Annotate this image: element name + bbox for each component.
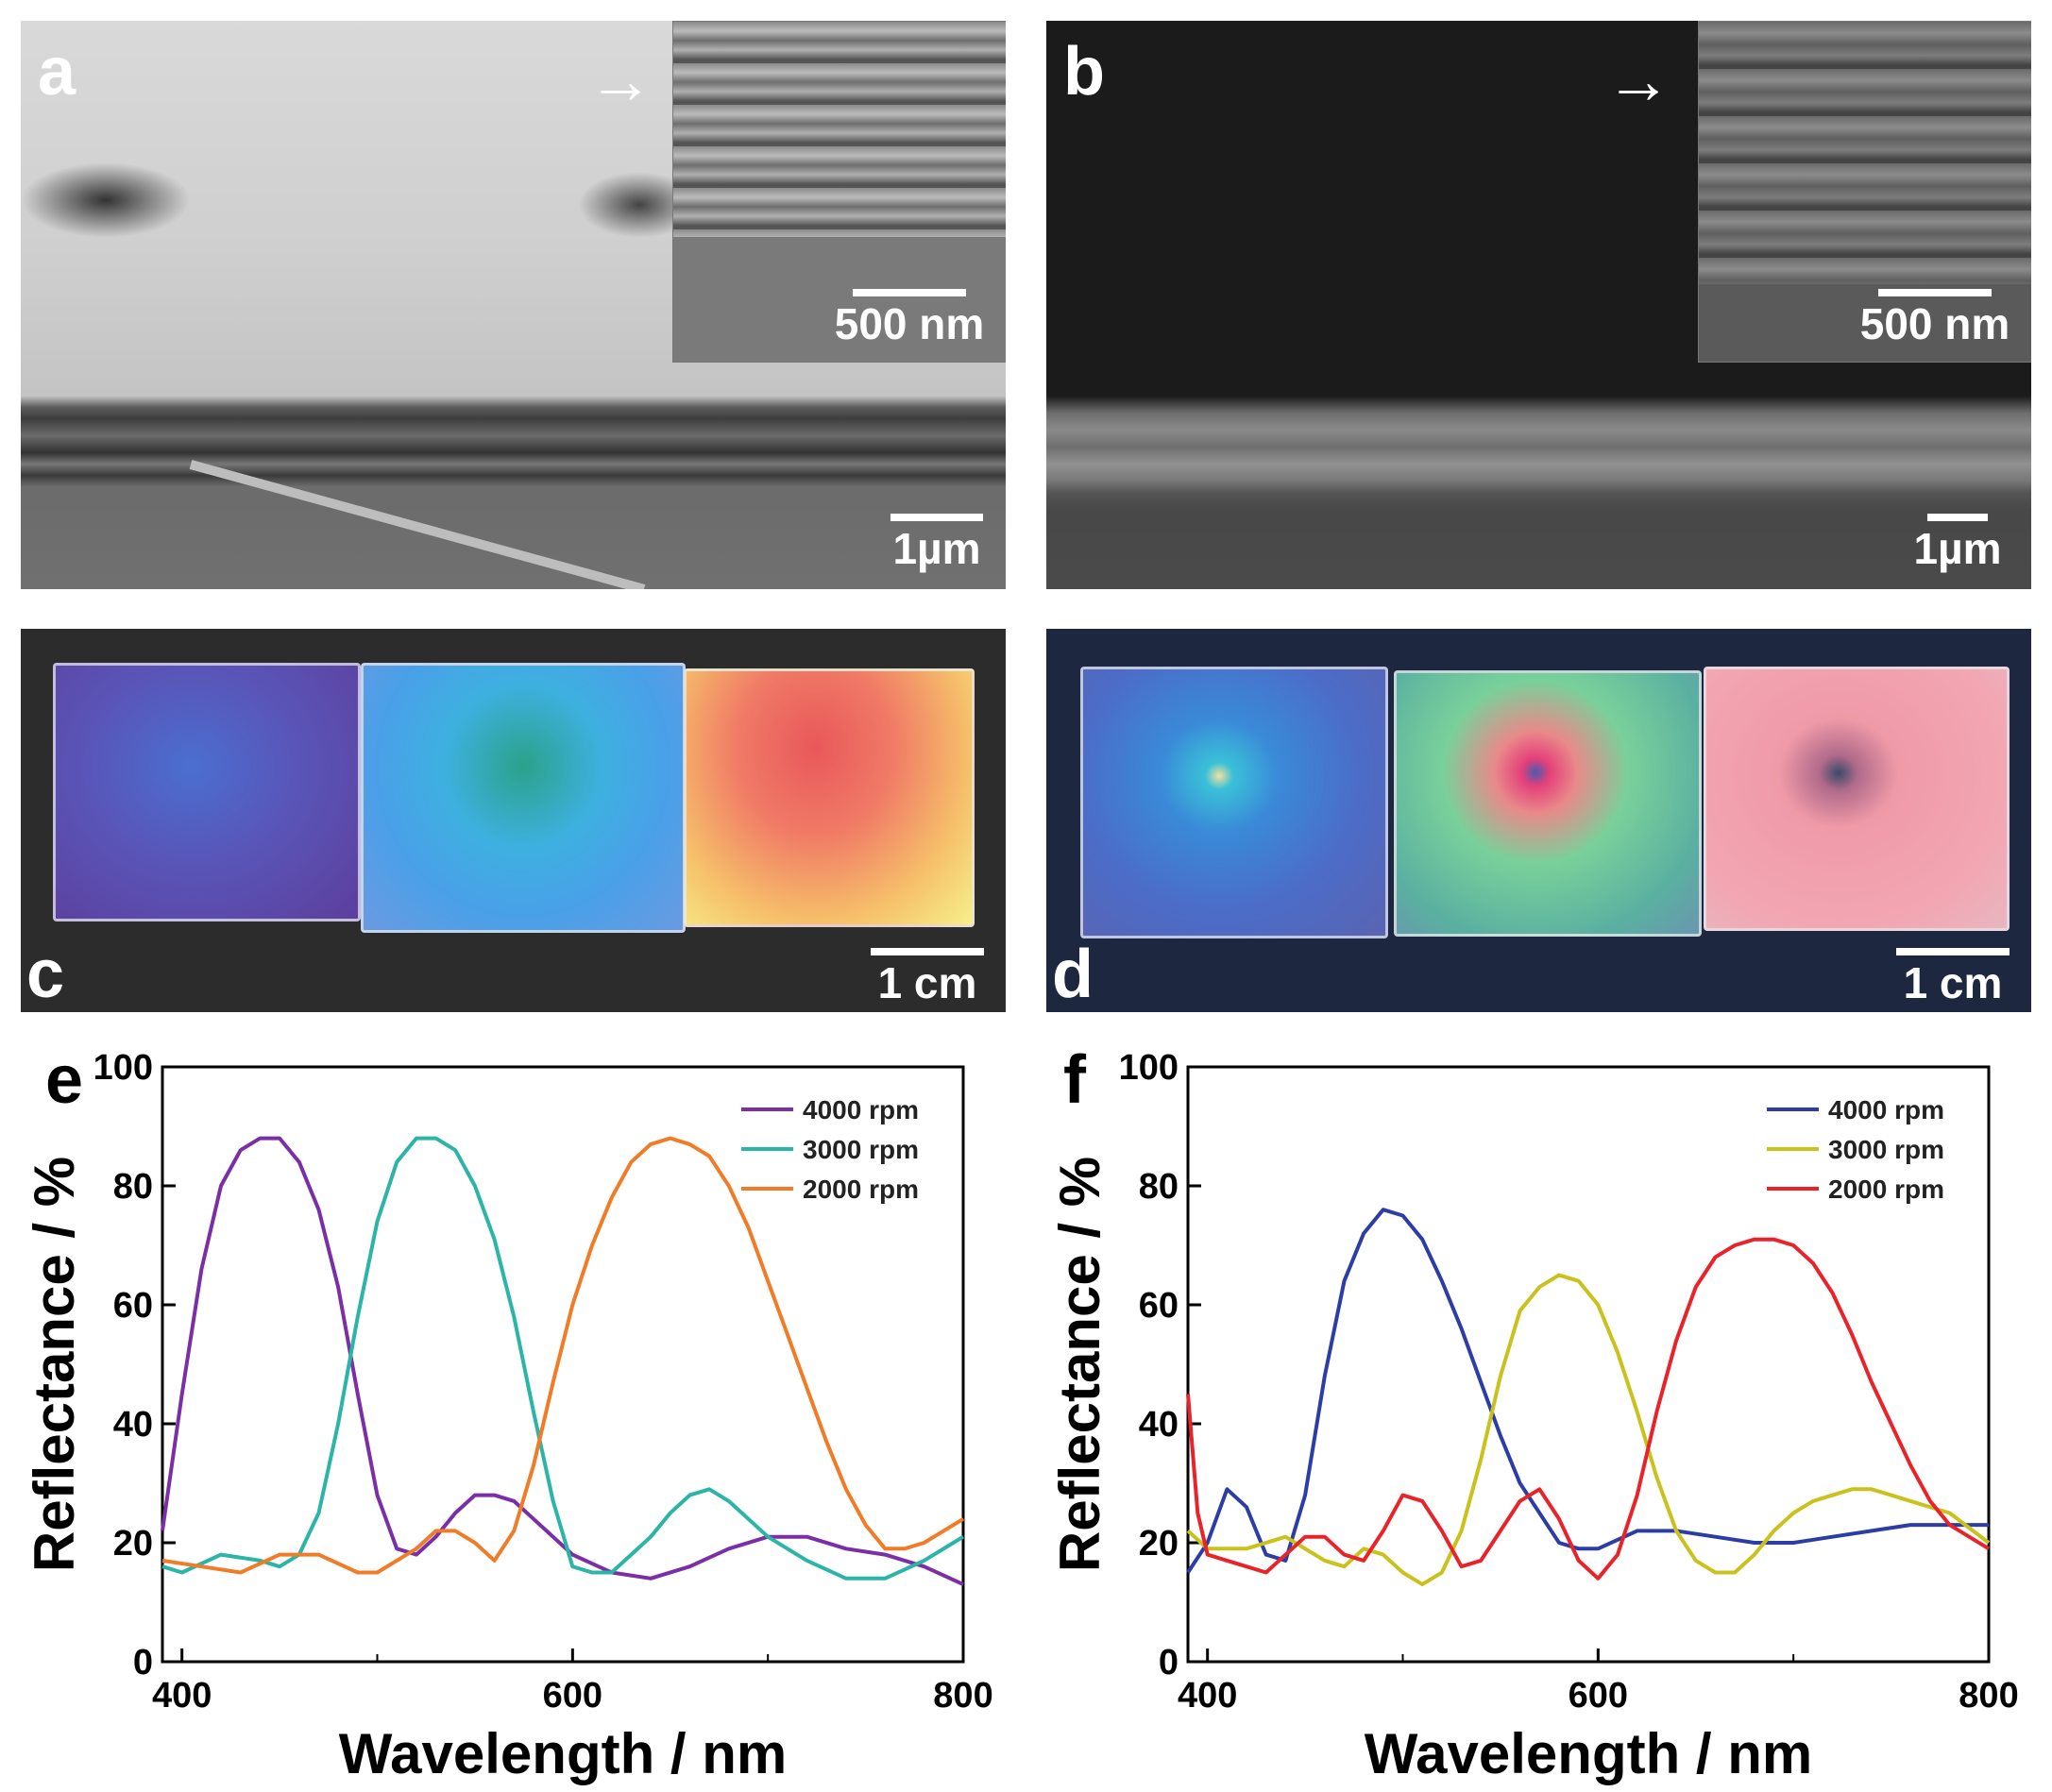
panel-d-sample-4000rpm bbox=[1080, 667, 1388, 938]
y-axis-label: Reflectance / % bbox=[1048, 1157, 1111, 1572]
y-tick-label: 40 bbox=[1139, 1405, 1179, 1445]
series-line-3000-rpm bbox=[1186, 1273, 1991, 1587]
series-line-4000-rpm bbox=[1186, 1208, 1989, 1574]
y-tick-label: 100 bbox=[93, 1048, 153, 1088]
panel-a-sem-image: a → 500 nm 1µm bbox=[21, 21, 1006, 589]
panel-a-inset-scale-bar: 500 nm bbox=[815, 289, 1004, 346]
legend-label: 3000 rpm bbox=[1828, 1135, 1944, 1164]
panel-c-scale-bar: 1 cm bbox=[861, 948, 993, 1005]
arrow-icon: → bbox=[587, 43, 653, 117]
y-tick-label: 100 bbox=[1119, 1048, 1179, 1088]
x-tick-label: 600 bbox=[1569, 1676, 1628, 1716]
legend-label: 4000 rpm bbox=[803, 1095, 919, 1124]
series-line-3000-rpm bbox=[161, 1136, 965, 1581]
legend-label: 4000 rpm bbox=[1828, 1095, 1944, 1124]
y-tick-label: 80 bbox=[1139, 1167, 1179, 1207]
panel-letter-b: b bbox=[1063, 34, 1105, 110]
panel-a-main-scale-bar: 1µm bbox=[880, 514, 993, 570]
x-axis-label: Wavelength / nm bbox=[339, 1722, 788, 1785]
x-axis-label: Wavelength / nm bbox=[1365, 1722, 1813, 1785]
y-tick-label: 0 bbox=[133, 1643, 153, 1682]
y-tick-label: 20 bbox=[113, 1524, 153, 1564]
panel-a-substrate-edge bbox=[189, 460, 646, 589]
y-tick-label: 20 bbox=[1139, 1524, 1179, 1564]
panel-a-inset-sem: 500 nm bbox=[672, 21, 1006, 363]
x-tick-label: 600 bbox=[543, 1676, 602, 1716]
series-line-4000-rpm bbox=[161, 1136, 964, 1586]
panel-c-sample-3000rpm bbox=[361, 663, 686, 933]
legend-label: 3000 rpm bbox=[803, 1135, 919, 1164]
panel-e-chart: 0 20 40 60 80 100 400 600 800 Wavelength / nm Refl… bbox=[23, 1048, 993, 1785]
series-line-2000-rpm bbox=[1186, 1237, 1991, 1581]
y-tick-label: 40 bbox=[113, 1405, 153, 1445]
panel-letter-c: c bbox=[26, 937, 65, 1012]
x-tick-label: 400 bbox=[152, 1676, 212, 1716]
x-tick-label: 800 bbox=[933, 1676, 992, 1716]
panel-d-sample-2000rpm bbox=[1704, 667, 2010, 931]
panel-c-sample-4000rpm bbox=[53, 663, 361, 921]
panel-d-photo: d 1 cm bbox=[1046, 629, 2031, 1012]
panel-letter-f: f bbox=[1063, 1042, 1086, 1118]
y-axis-label: Reflectance / % bbox=[23, 1157, 86, 1572]
y-tick-label: 60 bbox=[1139, 1286, 1179, 1326]
panel-d-scale-bar: 1 cm bbox=[1887, 948, 2019, 1005]
x-tick-label: 400 bbox=[1178, 1676, 1237, 1716]
panel-b-inset-scale-bar: 500 nm bbox=[1840, 289, 2029, 346]
y-tick-label: 0 bbox=[1159, 1643, 1179, 1682]
panel-d-sample-3000rpm bbox=[1394, 670, 1702, 937]
panel-b-inset-sem: 500 nm bbox=[1698, 21, 2031, 363]
panel-f-chart: 0 20 40 60 80 100 400 600 800 Wavelength / nm Refl… bbox=[1048, 1048, 2019, 1785]
legend-label: 2000 rpm bbox=[1828, 1175, 1944, 1204]
plot-frame bbox=[1186, 1065, 1991, 1664]
panel-letter-e: e bbox=[45, 1042, 84, 1118]
panel-c-photo: c 1 cm bbox=[21, 629, 1006, 1012]
x-tick-label: 800 bbox=[1959, 1676, 2018, 1716]
y-tick-label: 60 bbox=[113, 1286, 153, 1326]
panel-b-sem-image: b → 500 nm 1µm bbox=[1046, 21, 2031, 589]
panel-c-sample-2000rpm bbox=[684, 668, 975, 927]
panel-b-main-scale-bar: 1µm bbox=[1896, 514, 2019, 570]
plot-frame bbox=[161, 1065, 965, 1664]
y-tick-label: 80 bbox=[113, 1167, 153, 1207]
arrow-icon: → bbox=[1605, 43, 1671, 117]
panel-letter-a: a bbox=[38, 34, 76, 110]
panel-letter-d: d bbox=[1052, 937, 1094, 1012]
series-line-2000-rpm bbox=[161, 1136, 965, 1575]
legend-label: 2000 rpm bbox=[803, 1175, 919, 1204]
